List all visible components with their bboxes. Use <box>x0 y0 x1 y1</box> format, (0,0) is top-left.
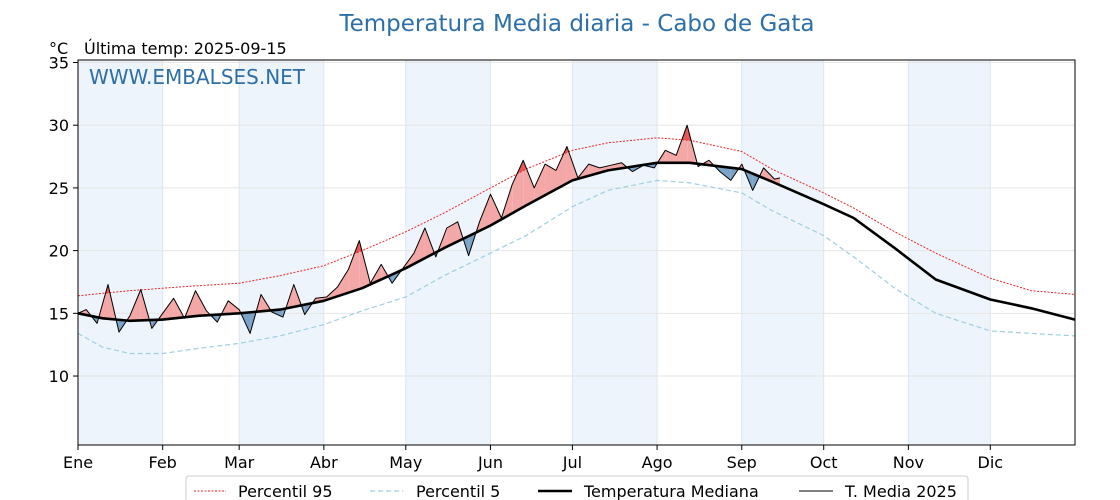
anomaly-above <box>162 298 174 320</box>
anomaly-above <box>545 164 557 196</box>
unit-label: °C <box>49 39 68 58</box>
legend-box <box>185 475 969 500</box>
x-tick-label: Mar <box>224 453 255 472</box>
anomaly-above <box>337 269 349 297</box>
y-tick-label: 30 <box>49 116 69 135</box>
month-band <box>908 60 991 445</box>
anomaly-above <box>446 221 458 247</box>
anomaly-above <box>512 160 524 214</box>
legend-p95-label: Percentil 95 <box>238 482 333 500</box>
x-tick-label: Jun <box>477 453 503 472</box>
x-tick-label: Jul <box>562 453 582 472</box>
x-tick-label: Ene <box>63 453 93 472</box>
y-tick-label: 35 <box>49 54 69 73</box>
y-tick-label: 20 <box>49 242 69 261</box>
x-axis: Ene Feb Mar Abr May Jun Jul Ago Sep Oct Nov Dic <box>63 445 1003 472</box>
plot-frame <box>77 59 1076 446</box>
y-tick-label: 10 <box>49 367 69 386</box>
series-temperatura-mediana <box>77 161 1076 323</box>
legend: Percentil 95 Percentil 5 Temperatura Med… <box>185 475 969 500</box>
watermark: WWW.EMBALSES.NET <box>89 65 306 89</box>
series-t-media-2025 <box>77 124 781 334</box>
x-tick-label: Oct <box>810 453 838 472</box>
month-bands <box>78 60 991 445</box>
anomaly-above <box>195 290 207 317</box>
anomaly-above <box>479 194 491 231</box>
x-tick-label: Dic <box>978 453 1004 472</box>
legend-t2025-label: T. Media 2025 <box>844 482 957 500</box>
x-tick-label: May <box>389 453 422 472</box>
month-band <box>572 60 658 445</box>
chart-title: Temperatura Media diaria - Cabo de Gata <box>338 11 814 37</box>
month-band <box>741 60 824 445</box>
x-tick-label: Ago <box>642 453 673 472</box>
y-tick-label: 15 <box>49 304 69 323</box>
anomaly-above <box>534 164 546 202</box>
x-tick-label: Sep <box>727 453 757 472</box>
series-lines <box>77 124 1076 355</box>
y-tick-label: 25 <box>49 179 69 198</box>
last-temp-label: Última temp: 2025-09-15 <box>84 39 287 58</box>
anomaly-above <box>556 146 567 190</box>
anomaly-above <box>490 194 502 226</box>
anomaly-above <box>523 160 535 208</box>
anomaly-above <box>665 150 677 163</box>
legend-p5-label: Percentil 5 <box>416 482 500 500</box>
anomaly-below <box>719 166 731 181</box>
y-axis: 10 15 20 25 30 35 <box>49 54 78 386</box>
x-tick-label: Feb <box>149 453 177 472</box>
month-band <box>239 60 324 445</box>
month-band <box>78 60 163 445</box>
series-percentil-95 <box>77 137 1076 297</box>
anomaly-above <box>348 240 360 293</box>
x-tick-label: Abr <box>310 453 338 472</box>
anomaly-above <box>413 228 425 264</box>
anomaly-above <box>228 300 240 314</box>
series-percentil-5 <box>77 179 1076 355</box>
x-tick-label: Nov <box>893 453 924 472</box>
legend-median-label: Temperatura Mediana <box>583 482 759 500</box>
